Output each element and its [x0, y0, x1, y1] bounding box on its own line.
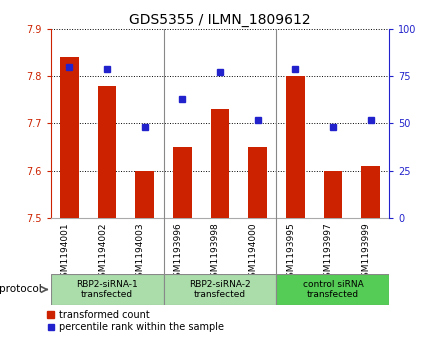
Text: GSM1193996: GSM1193996: [173, 222, 182, 283]
Legend: transformed count, percentile rank within the sample: transformed count, percentile rank withi…: [47, 310, 224, 332]
Text: control siRNA
transfected: control siRNA transfected: [303, 280, 363, 299]
Text: GSM1194001: GSM1194001: [60, 222, 70, 283]
Text: GSM1193999: GSM1193999: [362, 222, 370, 283]
Text: GSM1193995: GSM1193995: [286, 222, 295, 283]
Text: GSM1193997: GSM1193997: [324, 222, 333, 283]
Text: RBP2-siRNA-1
transfected: RBP2-siRNA-1 transfected: [76, 280, 138, 299]
Title: GDS5355 / ILMN_1809612: GDS5355 / ILMN_1809612: [129, 13, 311, 26]
Bar: [248, 147, 267, 218]
Bar: [286, 76, 305, 218]
Text: GSM1194002: GSM1194002: [98, 222, 107, 283]
Bar: [60, 57, 79, 218]
Text: GSM1193998: GSM1193998: [211, 222, 220, 283]
Bar: [323, 171, 342, 218]
Text: GSM1194003: GSM1194003: [136, 222, 145, 283]
Text: protocol: protocol: [0, 285, 42, 294]
Bar: [361, 166, 380, 218]
Bar: [98, 86, 117, 218]
Bar: [211, 109, 229, 218]
Bar: [51, 274, 164, 305]
Bar: [276, 274, 389, 305]
Bar: [136, 171, 154, 218]
Text: GSM1194000: GSM1194000: [249, 222, 258, 283]
Text: RBP2-siRNA-2
transfected: RBP2-siRNA-2 transfected: [189, 280, 251, 299]
Bar: [173, 147, 192, 218]
Bar: [164, 274, 276, 305]
